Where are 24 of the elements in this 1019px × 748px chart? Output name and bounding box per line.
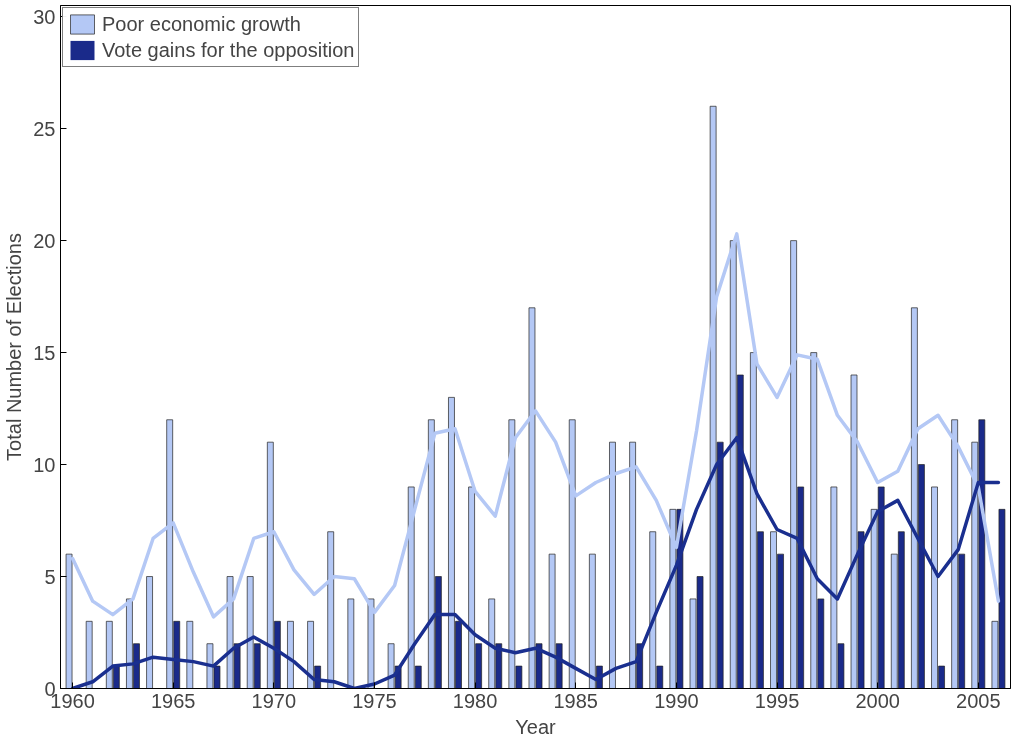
x-tick-label: 1965 [150, 689, 196, 712]
y-tick-label: 25 [33, 117, 56, 140]
bar [186, 620, 194, 689]
x-axis-title: Year [515, 715, 557, 738]
x-tick-label: 2005 [956, 689, 1001, 712]
y-tick-label: 10 [33, 453, 56, 476]
x-tick-label: 1985 [553, 689, 599, 712]
bar [85, 620, 93, 689]
y-axis-title: Total Number of Elections [3, 233, 26, 461]
x-tick-label: 1995 [754, 689, 800, 712]
x-tick-label: 1975 [352, 689, 397, 712]
y-tick-label: 5 [44, 565, 56, 588]
y-tick-label: 30 [33, 5, 56, 28]
y-tick-label: 20 [33, 229, 56, 252]
x-tick-label: 1970 [251, 689, 297, 712]
legend-label: Poor economic growth [102, 12, 301, 36]
x-tick-label: 1990 [654, 689, 699, 712]
legend-label: Vote gains for the opposition [102, 38, 355, 62]
y-tick-label: 15 [33, 341, 56, 364]
bar [347, 598, 355, 689]
bar [146, 576, 153, 689]
x-tick-label: 1980 [452, 689, 498, 712]
x-tick-label: 2000 [855, 689, 900, 712]
bar [287, 620, 294, 689]
